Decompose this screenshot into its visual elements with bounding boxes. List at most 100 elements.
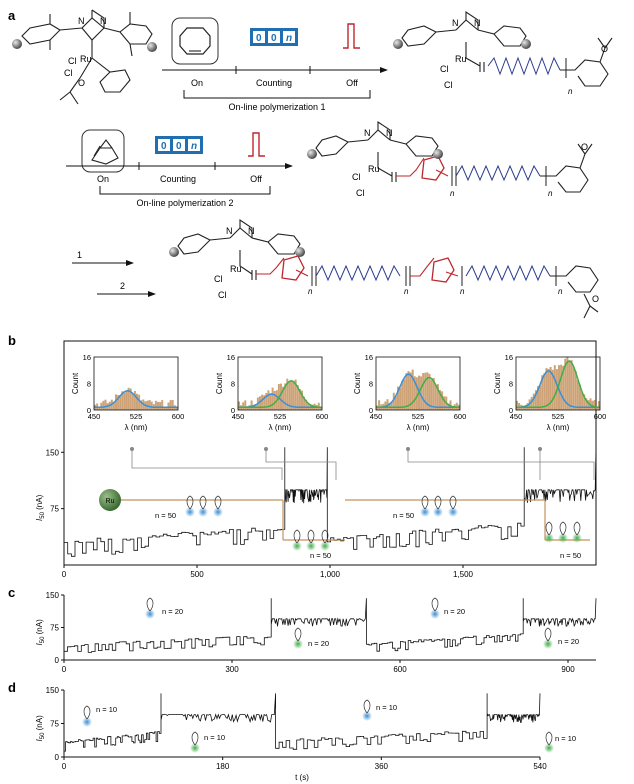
histogram-bar xyxy=(581,392,584,410)
histogram-bar xyxy=(378,400,381,410)
histogram-bar xyxy=(273,390,276,410)
polymer-coil-icon xyxy=(544,627,552,642)
arrow-label: 2 xyxy=(120,281,125,291)
gaussian-fit-line xyxy=(238,393,322,409)
y-tick-label: 0 xyxy=(87,406,91,415)
histogram-bar xyxy=(157,401,159,410)
x-tick-label: 900 xyxy=(561,665,575,674)
histogram-bar xyxy=(292,380,295,410)
x-tick-label: 525 xyxy=(130,412,143,421)
arrow-head-icon xyxy=(285,163,293,169)
atom-n: N xyxy=(248,226,255,236)
grubbs-hoveyda-catalyst xyxy=(21,9,153,105)
histogram-bar xyxy=(305,399,308,410)
polymer-coil-icon xyxy=(146,597,154,612)
histogram-bar xyxy=(562,365,565,410)
histogram-bar xyxy=(271,387,274,410)
histogram-bar xyxy=(394,396,397,410)
x-tick-label: 360 xyxy=(375,762,389,771)
y-tick-label: 0 xyxy=(509,406,513,415)
histogram-bar xyxy=(119,395,122,410)
histogram-bar xyxy=(317,402,320,410)
scheme-row-2: 0 0 n On Counting Off On-line polymeriza… xyxy=(66,120,593,208)
bracket-label: On-line polymerization 2 xyxy=(136,198,233,208)
polymer-coil-icon xyxy=(545,731,553,746)
histogram-bar xyxy=(98,406,101,410)
repeat-n: n xyxy=(308,287,313,296)
histogram-bar xyxy=(175,406,178,410)
repeat-n: n xyxy=(404,287,409,296)
histogram-bar xyxy=(553,365,556,410)
histogram-bar xyxy=(551,369,554,410)
repeat-n: n xyxy=(568,87,573,96)
x-tick-label: 600 xyxy=(594,412,607,421)
histogram-bar xyxy=(163,407,166,410)
y-tick-label: 150 xyxy=(46,591,60,600)
connector-line xyxy=(407,449,541,480)
scheme-row-3: 1 2 Ru Cl Cl N N O n n n xyxy=(72,218,599,319)
histogram-bar xyxy=(298,389,301,410)
histogram-bar xyxy=(133,391,136,410)
x-tick-label: 600 xyxy=(172,412,185,421)
y-tick-label: 150 xyxy=(46,448,60,457)
y-tick-label: 75 xyxy=(50,505,59,514)
polymer-coil-icon xyxy=(307,529,315,544)
x-tick-label: 1,500 xyxy=(453,570,474,579)
histogram-bar xyxy=(263,395,266,410)
y-tick-label: 8 xyxy=(231,380,235,389)
norbornene-icon xyxy=(81,129,125,173)
x-tick-label: 525 xyxy=(552,412,565,421)
atom-n: N xyxy=(100,16,107,26)
surface-anchor-sphere xyxy=(295,247,305,257)
histogram-bar xyxy=(390,401,393,410)
inset-frame xyxy=(515,356,601,411)
bracket xyxy=(99,186,271,195)
surface-anchor-sphere xyxy=(433,149,443,159)
histogram-bar xyxy=(541,375,544,410)
histogram-bar xyxy=(545,368,548,410)
green-fluorophore-icon xyxy=(572,533,582,543)
scheme-row-1: Ru Cl Cl N N O 0 0 n On Counting Off xyxy=(12,9,613,112)
histogram-bar xyxy=(576,380,579,410)
count-annotation: n = 50 xyxy=(155,511,176,520)
histogram-bar xyxy=(587,400,590,410)
histogram-bar xyxy=(583,394,586,410)
step-label-on: On xyxy=(97,174,109,184)
histogram-bar xyxy=(242,402,245,410)
histogram-bar xyxy=(104,399,107,410)
counter-digit: n xyxy=(191,141,197,152)
histogram-bar xyxy=(441,391,444,410)
arrow-head-icon xyxy=(380,67,388,73)
atom-cl: Cl xyxy=(444,80,453,90)
inset-histogram: 450 525 600 0 8 16 λ (nm) Count xyxy=(71,353,184,432)
x-tick-label: 450 xyxy=(510,412,523,421)
polyoctenamer-chain xyxy=(487,56,561,76)
polyoctenamer-chain xyxy=(455,164,541,182)
histogram-bar xyxy=(125,391,128,410)
current-trace xyxy=(63,598,597,653)
x-tick-label: 540 xyxy=(533,762,547,771)
inset-frame xyxy=(375,356,461,411)
histogram-bar xyxy=(397,386,399,410)
y-tick-label: 16 xyxy=(365,353,373,362)
histogram-bar xyxy=(549,367,552,410)
x-tick-label: 500 xyxy=(190,570,204,579)
step-label-on: On xyxy=(191,78,203,88)
polymer-coil-icon xyxy=(545,521,553,536)
blue-fluorophore-icon xyxy=(362,711,372,721)
product-2-structure xyxy=(315,120,439,182)
polymer-coil-icon xyxy=(83,705,91,720)
x-axis-label: λ (nm) xyxy=(547,423,570,432)
histogram-bar xyxy=(319,407,322,410)
histogram-bar xyxy=(428,373,431,410)
histogram-bar xyxy=(579,384,581,410)
connector-line xyxy=(265,449,337,480)
x-tick-label: 0 xyxy=(62,570,67,579)
histogram-bar xyxy=(161,400,164,410)
count-annotation: n = 50 xyxy=(393,511,414,520)
pulse-icon xyxy=(248,132,265,157)
histogram-bar xyxy=(451,406,454,410)
atom-cl: Cl xyxy=(352,172,361,182)
bracket xyxy=(183,90,371,99)
histogram-bar xyxy=(140,400,143,410)
